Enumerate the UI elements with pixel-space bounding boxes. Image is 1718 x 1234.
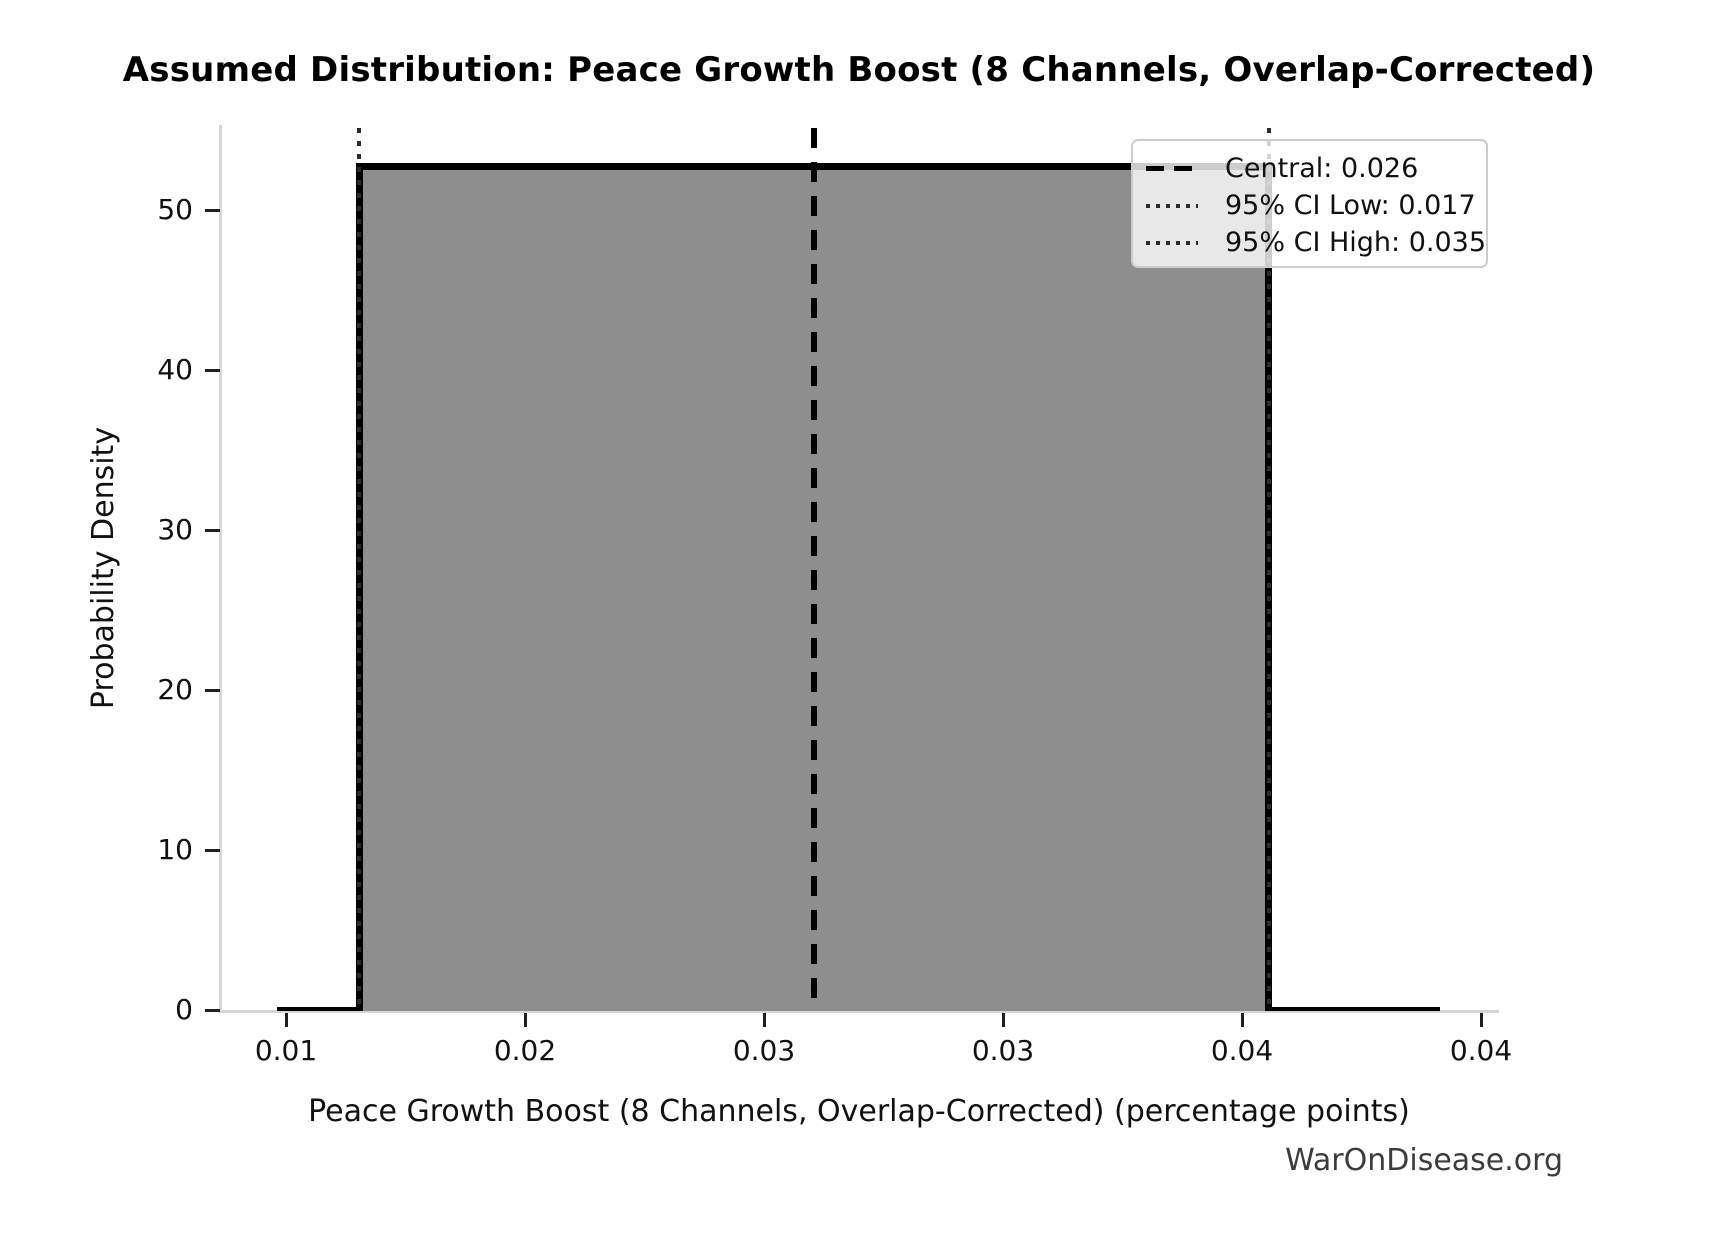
- x-tick-label: 0.04: [1210, 1034, 1274, 1067]
- central-line: [810, 128, 817, 1011]
- y-tick-mark: [205, 529, 220, 532]
- x-tick-mark: [285, 1013, 288, 1027]
- legend-dotted-line-sample: [1146, 240, 1198, 245]
- y-tick-label: 30: [157, 513, 193, 546]
- pdf-baseline-left: [277, 1007, 359, 1011]
- chart-title: Assumed Distribution: Peace Growth Boost…: [122, 50, 1596, 90]
- y-tick-label: 40: [157, 353, 193, 386]
- legend-item: 95% CI Low: 0.017: [1133, 187, 1486, 224]
- x-tick-mark: [1480, 1013, 1483, 1027]
- x-tick-label: 0.02: [493, 1034, 557, 1067]
- x-axis-label: Peace Growth Boost (8 Channels, Overlap-…: [308, 1094, 1410, 1129]
- x-tick-label: 0.04: [1449, 1034, 1513, 1067]
- legend-dotted-line-sample: [1146, 203, 1198, 208]
- x-axis-spine: [219, 1010, 1499, 1013]
- pdf-baseline-right: [1268, 1007, 1440, 1011]
- y-tick-mark: [205, 1009, 220, 1012]
- ci-low-line: [357, 128, 361, 1011]
- y-tick-label: 20: [157, 673, 193, 706]
- legend-item: 95% CI High: 0.035: [1133, 224, 1486, 261]
- y-tick-label: 0: [175, 993, 193, 1026]
- x-tick-mark: [1002, 1013, 1005, 1027]
- y-axis-label: Probability Density: [86, 426, 121, 710]
- legend: Central: 0.026 95% CI Low: 0.017 95% CI Hi…: [1131, 139, 1488, 268]
- x-tick-label: 0.03: [971, 1034, 1035, 1067]
- legend-dashed-line-sample: [1146, 166, 1198, 171]
- x-tick-mark: [1241, 1013, 1244, 1027]
- y-tick-mark: [205, 689, 220, 692]
- y-tick-label: 50: [157, 193, 193, 226]
- y-tick-mark: [205, 209, 220, 212]
- y-tick-label: 10: [157, 833, 193, 866]
- legend-item-label: 95% CI Low: 0.017: [1225, 190, 1476, 221]
- watermark: WarOnDisease.org: [1285, 1143, 1563, 1178]
- y-tick-mark: [205, 849, 220, 852]
- x-tick-label: 0.01: [254, 1034, 318, 1067]
- x-tick-mark: [524, 1013, 527, 1027]
- x-tick-mark: [763, 1013, 766, 1027]
- ci-high-line: [1266, 128, 1271, 1011]
- legend-item-label: 95% CI High: 0.035: [1225, 227, 1487, 258]
- legend-item: Central: 0.026: [1133, 150, 1486, 187]
- legend-item-label: Central: 0.026: [1225, 153, 1419, 184]
- y-axis-spine: [219, 125, 222, 1012]
- y-tick-mark: [205, 369, 220, 372]
- x-tick-label: 0.03: [732, 1034, 796, 1067]
